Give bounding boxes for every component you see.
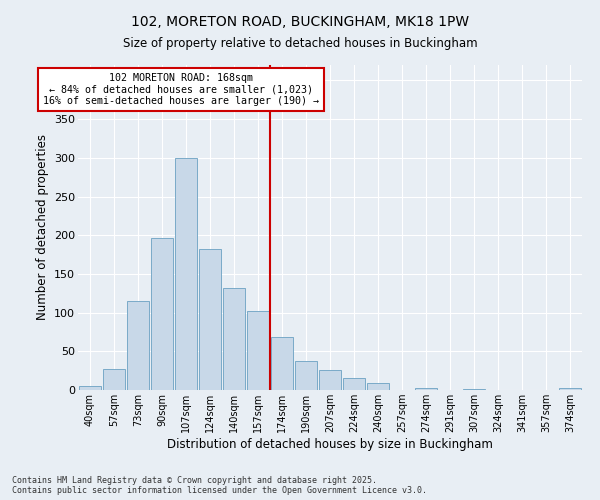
Text: 102, MORETON ROAD, BUCKINGHAM, MK18 1PW: 102, MORETON ROAD, BUCKINGHAM, MK18 1PW: [131, 15, 469, 29]
Text: Contains HM Land Registry data © Crown copyright and database right 2025.
Contai: Contains HM Land Registry data © Crown c…: [12, 476, 427, 495]
Bar: [415, 388, 437, 390]
Bar: [199, 249, 221, 390]
Bar: [247, 311, 269, 390]
Bar: [175, 158, 197, 390]
Y-axis label: Number of detached properties: Number of detached properties: [35, 134, 49, 320]
Bar: [127, 301, 149, 390]
Bar: [295, 362, 317, 390]
Bar: [223, 288, 245, 390]
Bar: [319, 370, 341, 390]
Text: Size of property relative to detached houses in Buckingham: Size of property relative to detached ho…: [122, 38, 478, 51]
Bar: [151, 238, 173, 390]
Text: 102 MORETON ROAD: 168sqm
← 84% of detached houses are smaller (1,023)
16% of sem: 102 MORETON ROAD: 168sqm ← 84% of detach…: [43, 72, 319, 106]
Bar: [103, 369, 125, 390]
Bar: [271, 338, 293, 390]
Bar: [559, 388, 581, 390]
Bar: [463, 389, 485, 390]
Bar: [367, 383, 389, 390]
Bar: [79, 386, 101, 390]
Bar: [343, 378, 365, 390]
X-axis label: Distribution of detached houses by size in Buckingham: Distribution of detached houses by size …: [167, 438, 493, 451]
